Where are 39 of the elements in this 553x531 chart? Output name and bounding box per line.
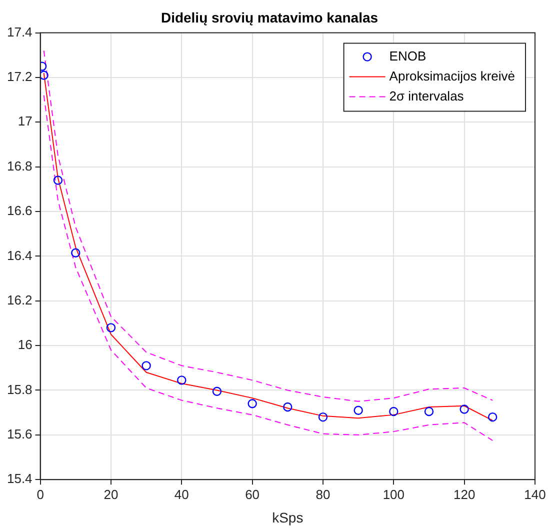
point: [212, 386, 222, 396]
y-tick-label: 15.4: [6, 471, 32, 486]
x-tick-label: 100: [382, 486, 405, 502]
point: [389, 406, 398, 416]
point: [424, 406, 434, 416]
point: [71, 248, 80, 258]
y-tick-label: 16.8: [6, 158, 32, 174]
x-tick-label: 40: [174, 486, 189, 502]
y-tick-label: 16.6: [6, 203, 32, 218]
point: [53, 176, 63, 185]
x-tick-label: 140: [524, 486, 546, 502]
point: [318, 412, 328, 422]
y-tick-label: 17: [18, 114, 32, 129]
legend-label: 2σ intervalas: [389, 88, 464, 104]
legend-label: ENOB: [389, 48, 426, 64]
point: [177, 376, 186, 385]
point: [40, 70, 48, 80]
y-tick-label: 15.8: [6, 382, 32, 397]
x-tick-label: 0: [36, 486, 44, 502]
point: [488, 412, 498, 422]
x-tick-label: 120: [453, 486, 476, 502]
point: [142, 361, 151, 370]
x-tick-label: 60: [245, 486, 260, 502]
y-tick-label: 16.2: [6, 292, 32, 308]
point: [460, 404, 469, 414]
y-tick-label: 17.4: [6, 24, 32, 40]
point: [354, 406, 363, 415]
x-axis-title: kSps: [272, 509, 304, 526]
point: [106, 323, 116, 332]
y-tick-label: 16.4: [6, 248, 32, 263]
x-tick-label: 20: [104, 486, 118, 502]
point: [283, 402, 292, 412]
point: [248, 399, 257, 408]
y-tick-label: 17.2: [6, 69, 32, 84]
x-tick-label: 80: [316, 486, 330, 502]
legend-label: Aproksimacijos kreivė: [389, 68, 515, 84]
y-tick-label: 16: [18, 337, 32, 352]
chart-title: Didelių srovių matavimo kanalas: [160, 9, 378, 26]
y-tick-label: 15.6: [6, 426, 32, 442]
